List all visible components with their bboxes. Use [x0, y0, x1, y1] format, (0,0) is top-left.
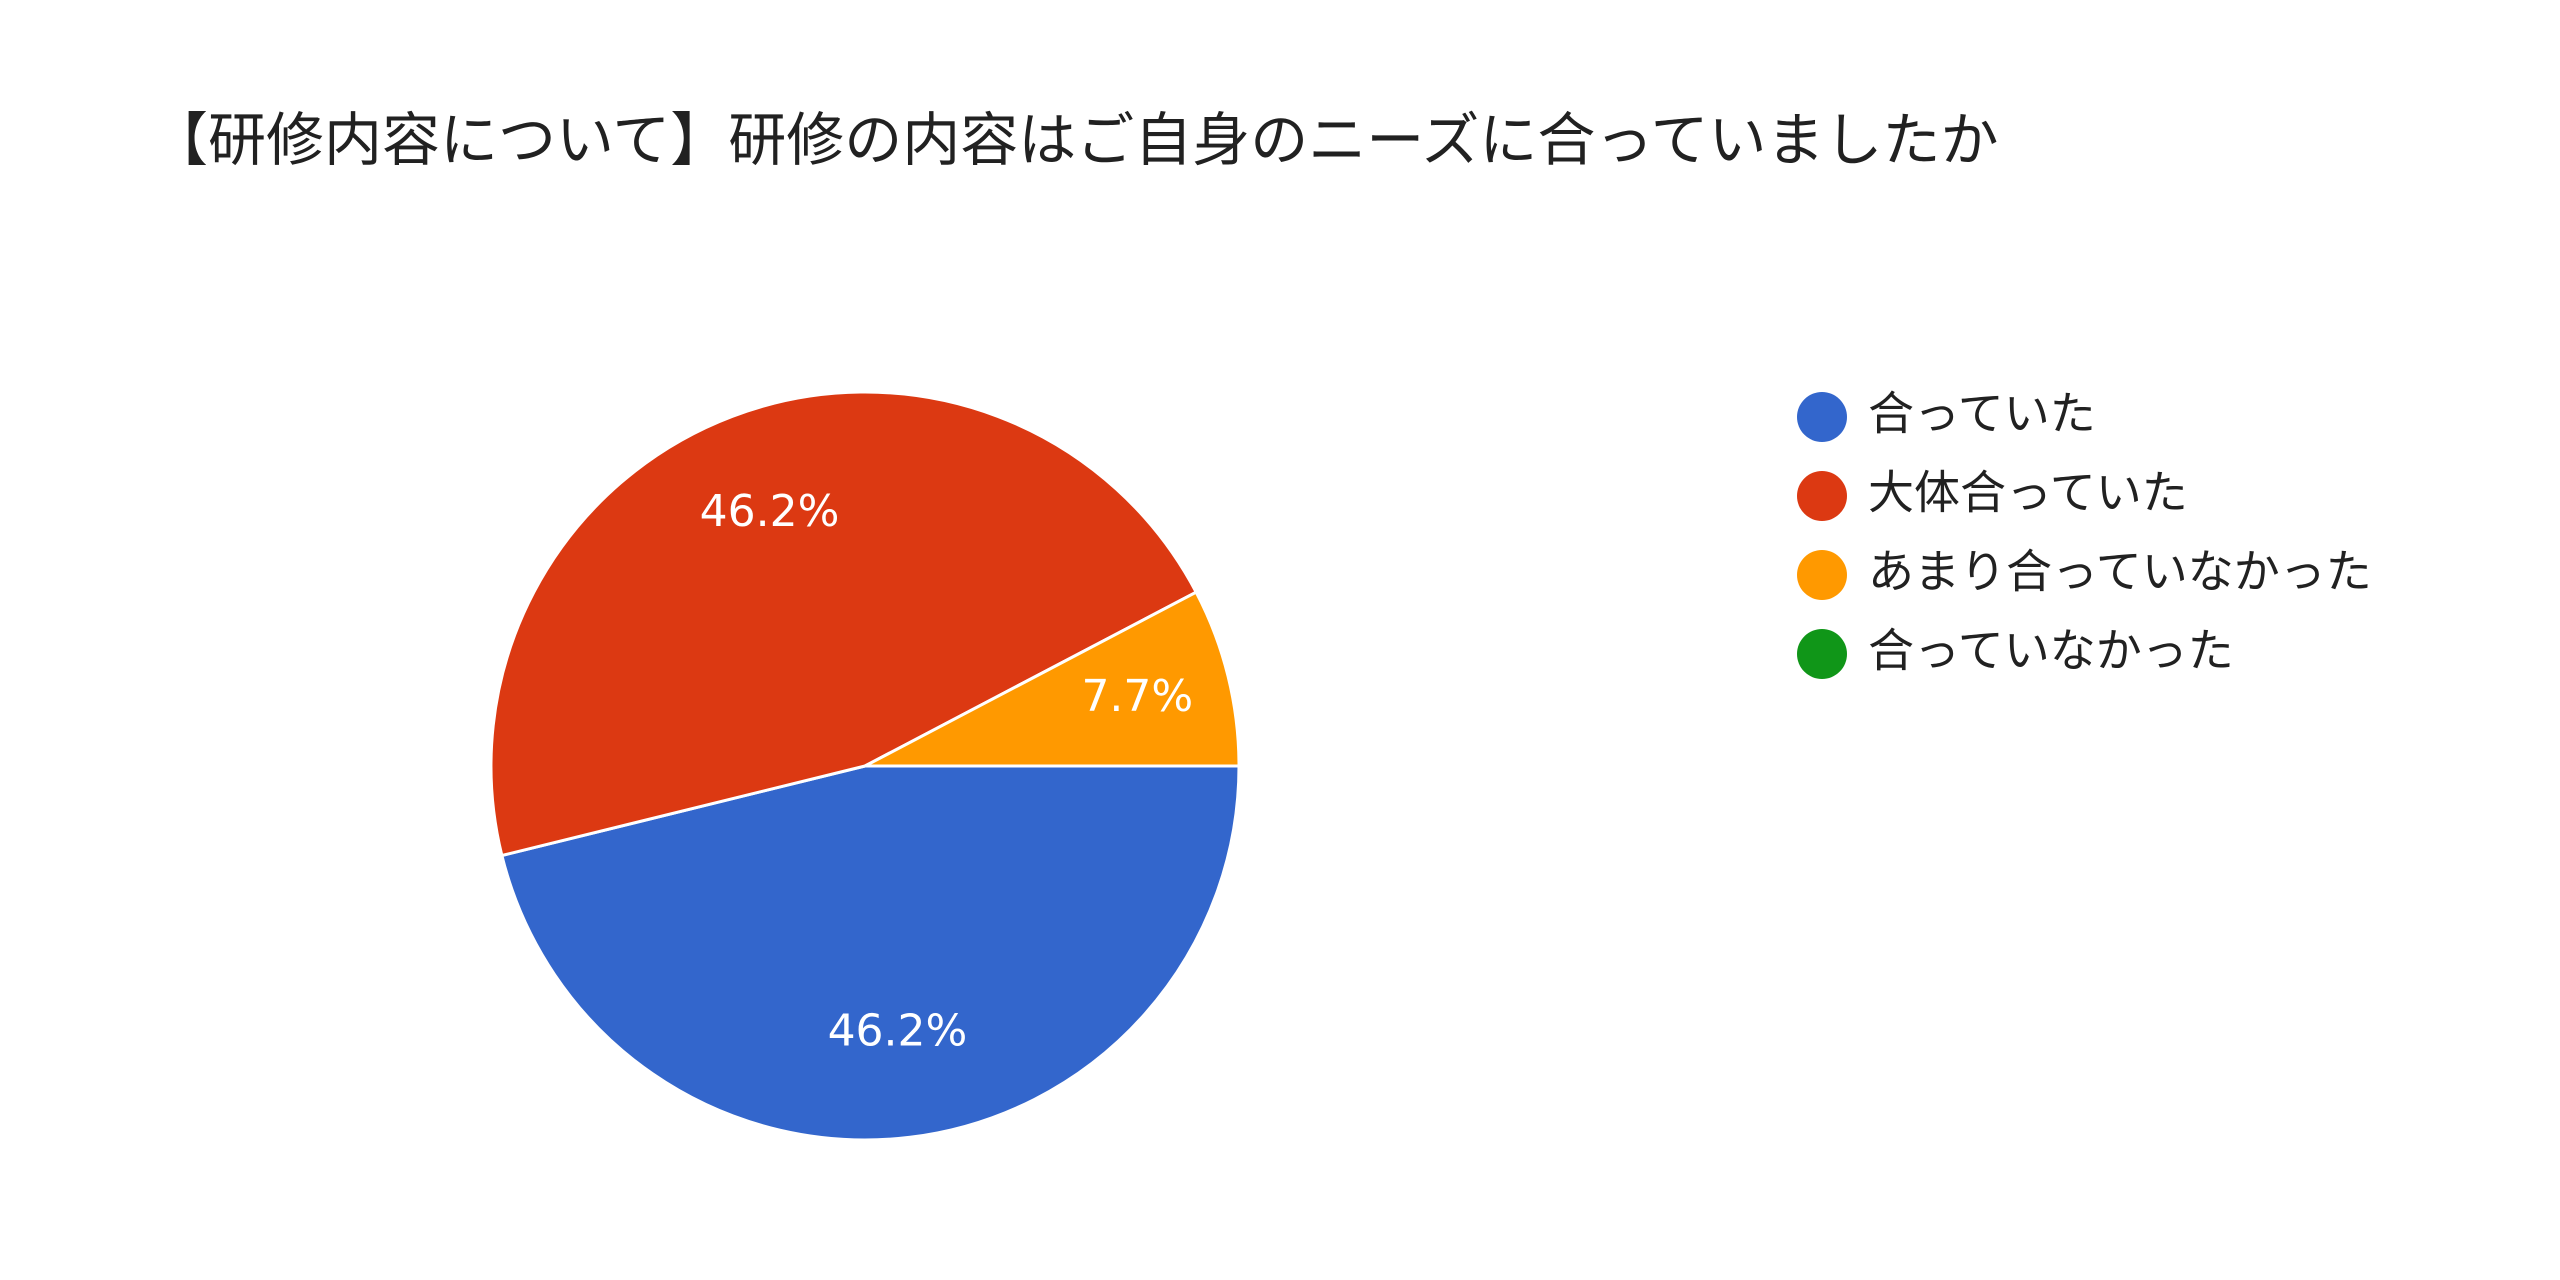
legend-label: あまり合っていなかった	[1868, 545, 2372, 599]
data-label: 7.7%	[1081, 671, 1193, 722]
pie-slice	[500, 764, 1241, 1142]
data-label: 46.2%	[828, 1005, 968, 1056]
legend-marker	[1797, 471, 1847, 521]
legend-marker	[1797, 629, 1847, 679]
data-label: 46.2%	[700, 486, 840, 537]
legend-marker	[1797, 392, 1847, 442]
legend-label: 大体合っていた	[1868, 466, 2188, 520]
legend-marker	[1797, 550, 1847, 600]
pie-slice	[489, 390, 1199, 858]
pie-slice	[864, 590, 1241, 768]
legend-label: 合っていた	[1868, 387, 2096, 441]
legend-label: 合っていなかった	[1868, 624, 2234, 678]
chart-title: 【研修内容について】研修の内容はご自身のニーズに合っていましたか	[150, 106, 1998, 174]
